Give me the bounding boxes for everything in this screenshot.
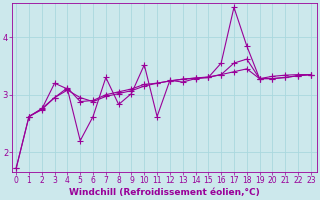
X-axis label: Windchill (Refroidissement éolien,°C): Windchill (Refroidissement éolien,°C) xyxy=(69,188,260,197)
